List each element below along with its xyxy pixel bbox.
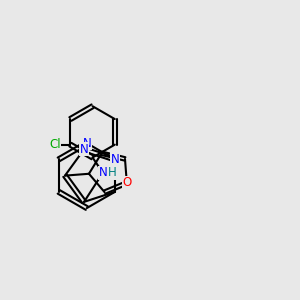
Text: N: N bbox=[98, 166, 107, 179]
Text: O: O bbox=[122, 176, 131, 189]
Text: N: N bbox=[82, 137, 91, 150]
Text: Cl: Cl bbox=[49, 138, 61, 151]
Text: N: N bbox=[80, 143, 88, 156]
Text: N: N bbox=[110, 153, 119, 166]
Text: H: H bbox=[108, 166, 117, 179]
